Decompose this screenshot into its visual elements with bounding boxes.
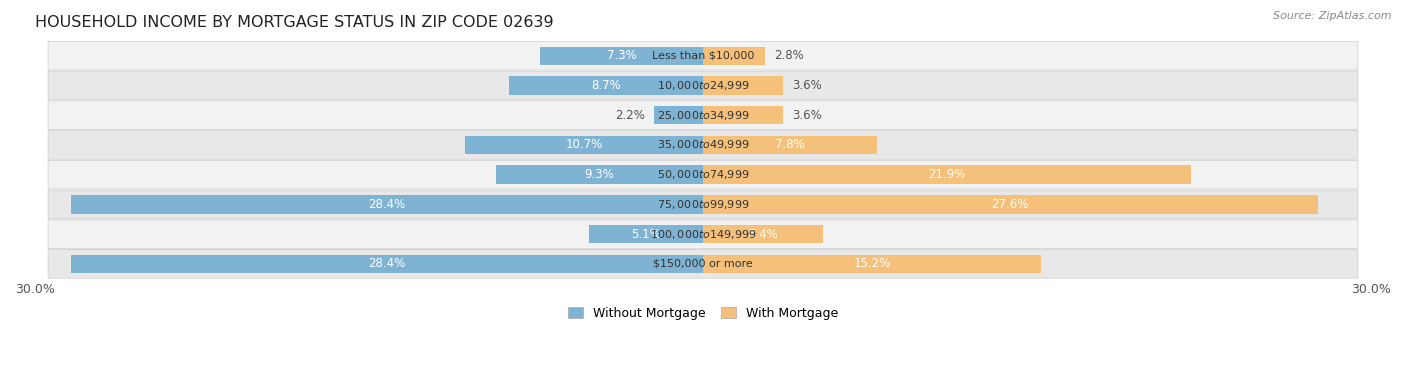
Bar <box>70 255 703 273</box>
Text: 28.4%: 28.4% <box>368 257 405 270</box>
FancyBboxPatch shape <box>48 249 1358 278</box>
Text: 9.3%: 9.3% <box>585 168 614 181</box>
Text: 5.1%: 5.1% <box>631 228 661 241</box>
FancyBboxPatch shape <box>48 190 1358 219</box>
FancyBboxPatch shape <box>48 160 1358 189</box>
Text: 21.9%: 21.9% <box>928 168 966 181</box>
Text: 8.7%: 8.7% <box>592 79 621 92</box>
Text: $25,000 to $34,999: $25,000 to $34,999 <box>657 109 749 122</box>
Text: HOUSEHOLD INCOME BY MORTGAGE STATUS IN ZIP CODE 02639: HOUSEHOLD INCOME BY MORTGAGE STATUS IN Z… <box>35 15 554 30</box>
Bar <box>703 106 783 124</box>
FancyBboxPatch shape <box>48 220 1358 248</box>
Bar <box>540 46 703 65</box>
Bar <box>703 136 877 154</box>
FancyBboxPatch shape <box>48 101 1358 130</box>
Text: 15.2%: 15.2% <box>853 257 891 270</box>
Bar <box>703 195 1317 214</box>
Text: 5.4%: 5.4% <box>748 228 778 241</box>
Text: Source: ZipAtlas.com: Source: ZipAtlas.com <box>1274 11 1392 21</box>
Legend: Without Mortgage, With Mortgage: Without Mortgage, With Mortgage <box>562 302 844 325</box>
Text: 2.2%: 2.2% <box>616 109 645 122</box>
Text: 3.6%: 3.6% <box>792 79 823 92</box>
Bar <box>509 76 703 95</box>
Text: 3.6%: 3.6% <box>792 109 823 122</box>
Bar <box>496 166 703 184</box>
FancyBboxPatch shape <box>48 71 1358 100</box>
Text: 2.8%: 2.8% <box>775 49 804 62</box>
Bar <box>465 136 703 154</box>
Bar <box>703 46 765 65</box>
Text: $100,000 to $149,999: $100,000 to $149,999 <box>650 228 756 241</box>
FancyBboxPatch shape <box>48 42 1358 70</box>
Text: Less than $10,000: Less than $10,000 <box>652 51 754 61</box>
FancyBboxPatch shape <box>48 131 1358 159</box>
Text: 7.8%: 7.8% <box>775 138 804 152</box>
Text: $35,000 to $49,999: $35,000 to $49,999 <box>657 138 749 152</box>
Text: 28.4%: 28.4% <box>368 198 405 211</box>
Bar <box>70 195 703 214</box>
Text: $50,000 to $74,999: $50,000 to $74,999 <box>657 168 749 181</box>
Bar <box>589 225 703 243</box>
Bar <box>654 106 703 124</box>
Text: $10,000 to $24,999: $10,000 to $24,999 <box>657 79 749 92</box>
Bar <box>703 255 1042 273</box>
Text: 27.6%: 27.6% <box>991 198 1029 211</box>
Text: 10.7%: 10.7% <box>565 138 603 152</box>
Text: 7.3%: 7.3% <box>607 49 637 62</box>
Bar <box>703 166 1191 184</box>
Bar <box>703 225 824 243</box>
Text: $75,000 to $99,999: $75,000 to $99,999 <box>657 198 749 211</box>
Bar <box>703 76 783 95</box>
Text: $150,000 or more: $150,000 or more <box>654 259 752 269</box>
